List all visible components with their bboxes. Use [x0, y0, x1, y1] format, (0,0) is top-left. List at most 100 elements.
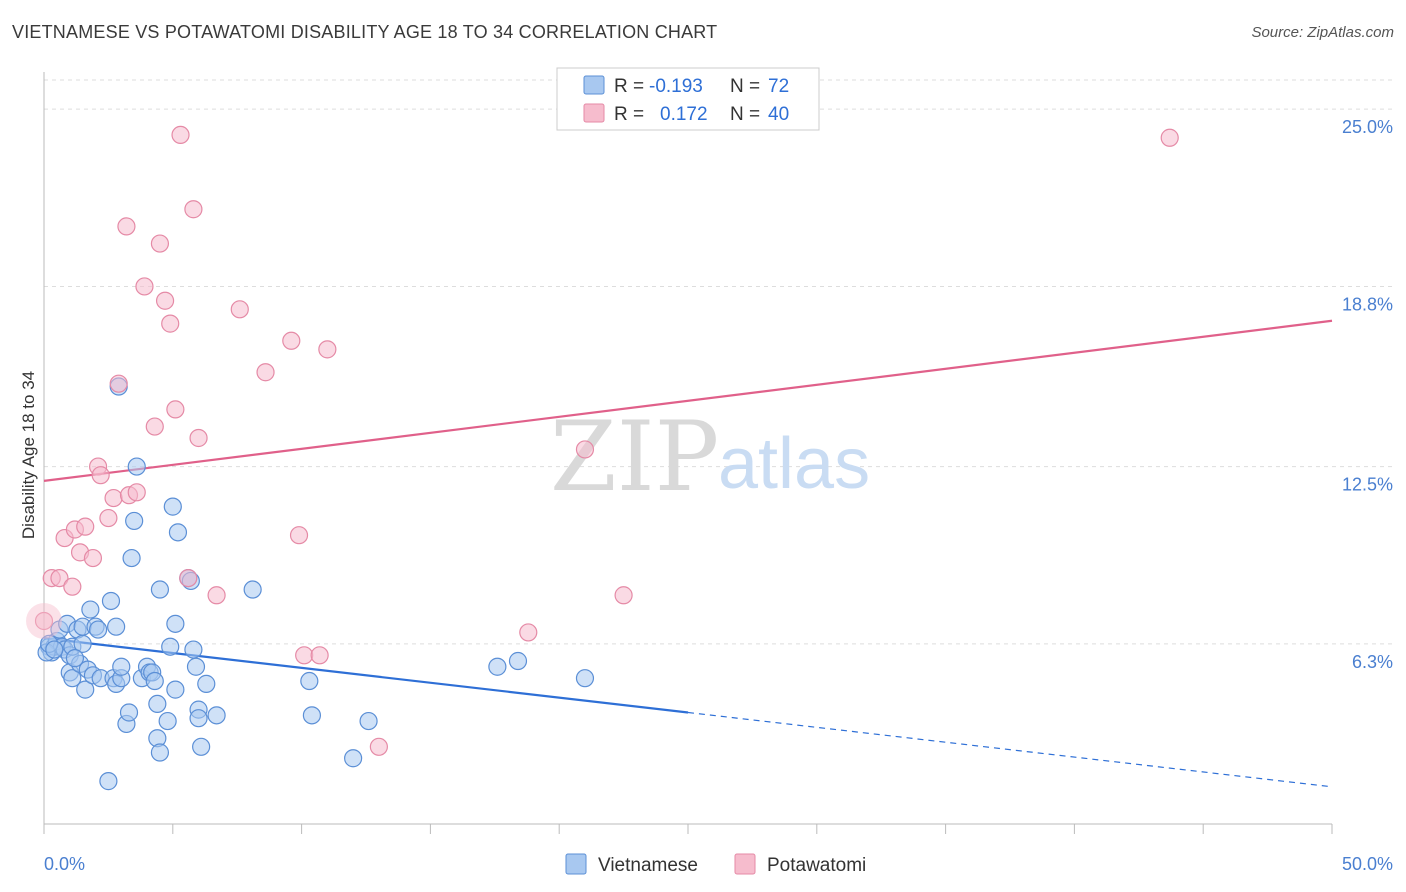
vietnamese-point-35	[127, 457, 146, 476]
legend-r-label-2: R =	[614, 104, 644, 125]
vietnamese-point-70	[45, 640, 64, 659]
vietnamese-point-34	[125, 511, 144, 531]
watermark: ZIP atlas	[550, 401, 870, 513]
data-points	[26, 125, 1179, 791]
vietnamese-point-43	[150, 743, 170, 762]
vietnamese-point-62	[302, 706, 322, 725]
vietnamese-point-54	[186, 657, 206, 676]
vietnamese-point-63	[344, 749, 363, 768]
y-tick-label-0: 6.3%	[1352, 652, 1393, 672]
bottom-legend-swatch-potawatomi	[734, 853, 756, 875]
vietnamese-point-47	[163, 497, 182, 516]
potawatomi-point-23	[171, 125, 190, 145]
potawatomi-point-12	[104, 488, 123, 508]
potawatomi-point-7	[76, 517, 95, 536]
potawatomi-point-21	[161, 314, 180, 333]
potawatomi-point-25	[184, 200, 203, 219]
vietnamese-point-50	[168, 523, 188, 542]
potawatomi-point-38	[519, 623, 538, 642]
legend-top: R = -0.193 N = 72 R = 0.172 N = 40	[556, 67, 820, 131]
potawatomi-point-10	[91, 466, 110, 485]
legend-swatch-potawatomi	[583, 103, 605, 123]
potawatomi-point-0	[34, 611, 54, 631]
vietnamese-point-16	[76, 680, 95, 699]
potawatomi-point-32	[295, 646, 314, 665]
legend-swatch-vietnamese	[583, 75, 605, 95]
potawatomi-point-39	[1160, 128, 1179, 147]
watermark-zip: ZIP	[550, 401, 719, 513]
trend-line-potawatomi	[43, 319, 1333, 482]
legend-bottom: Vietnamese Potawatomi	[565, 853, 866, 876]
vietnamese-point-27	[107, 617, 126, 636]
potawatomi-point-19	[150, 234, 170, 253]
vietnamese-point-59	[207, 706, 226, 725]
vietnamese-point-33	[122, 548, 141, 568]
potawatomi-point-26	[189, 428, 208, 448]
vietnamese-point-21	[88, 620, 108, 639]
grid-lines	[44, 79, 1392, 645]
legend-n-label-2: N =	[730, 104, 760, 125]
potawatomi-point-18	[145, 417, 164, 436]
axes	[43, 72, 1333, 834]
potawatomi-point-11	[99, 508, 118, 528]
chart-title: VIETNAMESE VS POTAWATOMI DISABILITY AGE …	[12, 22, 718, 42]
vietnamese-point-30	[112, 657, 131, 676]
trend-lines	[43, 319, 1333, 788]
potawatomi-point-14	[117, 217, 136, 236]
legend-r-label-1: R =	[614, 76, 644, 97]
vietnamese-point-44	[150, 580, 170, 599]
potawatomi-point-28	[230, 300, 249, 319]
potawatomi-point-13	[109, 374, 128, 393]
vietnamese-point-45	[158, 711, 177, 731]
legend-r-value-vietnamese: -0.193	[649, 76, 703, 97]
vietnamese-point-18	[81, 600, 100, 619]
y-tick-label-1: 12.5%	[1342, 475, 1393, 495]
tick-labels: 6.3% 12.5% 18.8% 25.0% 0.0% 50.0%	[44, 117, 1393, 874]
potawatomi-point-33	[310, 646, 329, 665]
potawatomi-point-31	[289, 526, 309, 545]
potawatomi-point-22	[166, 400, 185, 419]
x-tick-label-max: 50.0%	[1342, 854, 1393, 874]
potawatomi-point-2	[50, 568, 69, 588]
potawatomi-point-16	[127, 483, 146, 502]
vietnamese-point-11	[63, 669, 82, 688]
legend-n-value-potawatomi: 40	[768, 104, 789, 125]
vietnamese-point-56	[189, 709, 208, 728]
vietnamese-point-60	[243, 580, 262, 599]
legend-n-value-vietnamese: 72	[768, 76, 789, 97]
potawatomi-point-17	[135, 277, 154, 296]
y-axis-label: Disability Age 18 to 34	[19, 371, 38, 539]
vietnamese-point-24	[101, 591, 121, 611]
vietnamese-point-53	[184, 640, 203, 659]
potawatomi-point-35	[369, 737, 388, 756]
potawatomi-point-34	[318, 340, 337, 359]
vietnamese-point-57	[192, 737, 211, 756]
potawatomi-point-24	[179, 568, 198, 588]
watermark-atlas: atlas	[718, 424, 870, 504]
potawatomi-point-30	[282, 331, 301, 350]
legend-r-value-potawatomi: 0.172	[660, 104, 708, 125]
vietnamese-point-64	[359, 711, 378, 731]
vietnamese-point-32	[119, 703, 139, 722]
potawatomi-point-36	[575, 440, 595, 459]
bottom-legend-vietnamese: Vietnamese	[598, 855, 698, 876]
potawatomi-point-27	[207, 586, 226, 605]
potawatomi-point-20	[155, 291, 175, 310]
potawatomi-point-large	[26, 602, 62, 639]
vietnamese-point-49	[166, 614, 185, 633]
potawatomi-point-37	[614, 586, 633, 605]
y-tick-label-3: 25.0%	[1342, 117, 1393, 137]
vietnamese-point-71	[65, 649, 85, 668]
vietnamese-point-61	[300, 671, 319, 691]
trend-line-vietnamese-extrapolated	[687, 711, 1333, 788]
vietnamese-point-66	[508, 651, 528, 671]
legend-n-label-1: N =	[730, 76, 760, 97]
vietnamese-point-48	[166, 680, 185, 699]
potawatomi-point-29	[256, 363, 275, 382]
bottom-legend-potawatomi: Potawatomi	[767, 855, 866, 876]
vietnamese-point-15	[73, 634, 92, 653]
vietnamese-point-23	[99, 772, 118, 791]
x-tick-label-min: 0.0%	[44, 854, 85, 874]
vietnamese-point-67	[575, 669, 595, 688]
vietnamese-point-46	[161, 637, 180, 656]
